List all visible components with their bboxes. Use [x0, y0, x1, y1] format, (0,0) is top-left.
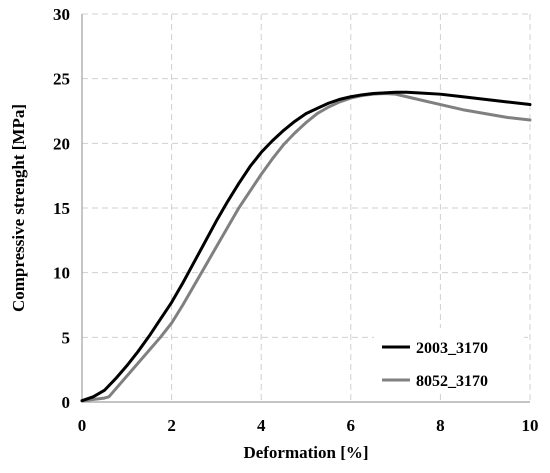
legend-label-2003-3170: 2003_3170	[416, 340, 488, 357]
legend: 2003_3170 8052_3170	[374, 328, 524, 394]
x-tick-label-2: 4	[257, 416, 266, 435]
series-line-8052-3170	[80, 92, 532, 403]
x-axis-title: Deformation [%]	[243, 443, 368, 462]
y-tick-label-1: 5	[62, 328, 71, 347]
x-tick-label-5: 10	[522, 416, 539, 435]
x-tick-label-0: 0	[78, 416, 87, 435]
series	[80, 90, 532, 403]
y-tick-label-2: 10	[53, 264, 70, 283]
legend-background	[374, 328, 524, 394]
y-tick-label-0: 0	[62, 393, 71, 412]
grid	[82, 13, 531, 402]
x-tick-label-4: 8	[436, 416, 445, 435]
axes	[81, 14, 530, 403]
y-tick-label-5: 25	[53, 70, 70, 89]
y-axis-title: Compressive strenght [MPa]	[9, 104, 28, 312]
series-line-2003-3170	[80, 90, 532, 403]
y-tick-label-3: 15	[53, 199, 70, 218]
y-tick-label-4: 20	[53, 134, 70, 153]
x-tick-label-1: 2	[167, 416, 176, 435]
x-tick-label-3: 6	[347, 416, 356, 435]
y-tick-label-6: 30	[53, 5, 70, 24]
tick-labels: 0 2 4 6 8 10 0 5 10 15 20 25 30	[53, 5, 539, 435]
legend-label-8052-3170: 8052_3170	[416, 373, 488, 390]
